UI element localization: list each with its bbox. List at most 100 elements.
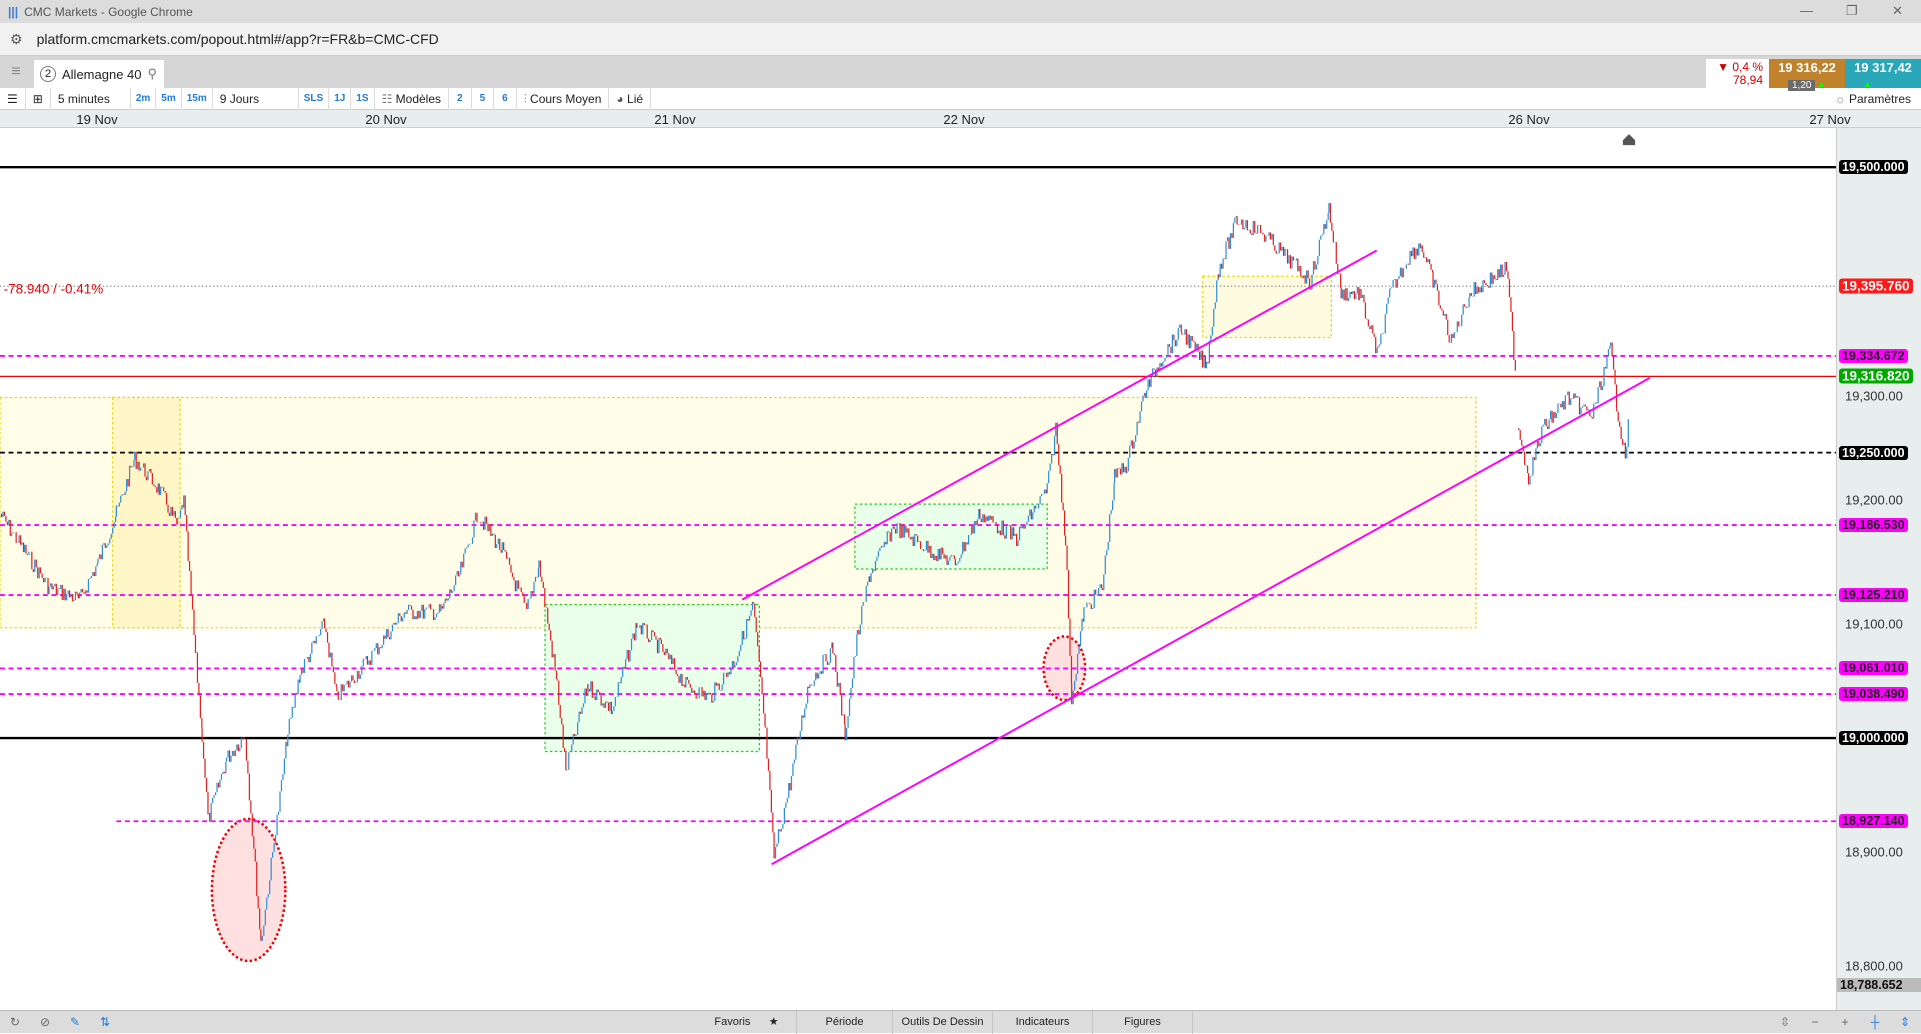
search-icon[interactable]: ⚲ — [147, 66, 158, 81]
range-1s[interactable]: 1S — [351, 87, 375, 110]
refresh-icon[interactable]: ↻ — [9, 1015, 21, 1029]
tab-indicateurs[interactable]: Indicateurs — [993, 1011, 1093, 1034]
sliders-icon: ☷ — [381, 91, 396, 106]
change-pct: 0,4 % — [1732, 60, 1763, 74]
models-button[interactable]: ☷ Modèles — [375, 87, 450, 110]
down-arrow-icon: ▼ — [1717, 60, 1729, 74]
date-label: 27 Nov — [1809, 112, 1851, 127]
date-label: 21 Nov — [654, 112, 696, 127]
bottom-toolbar: ↻ ⊘ ✎ ⇅ Favoris ★ Période Outils De Dess… — [0, 1010, 1921, 1034]
price-level-label: 19,186.530 — [1839, 518, 1908, 533]
gear-icon: ☼ — [1834, 92, 1849, 106]
up-arrow-icon: ▲ — [1817, 79, 1826, 89]
arrows-icon[interactable]: ⇅ — [99, 1015, 111, 1029]
address-bar[interactable]: ⚙ platform.cmcmarkets.com/popout.html#/a… — [0, 23, 1921, 56]
instrument-tab-row: ≡ 2 Allemagne 40 ⚲ ▼ 0,4 % 78,94 19 316,… — [0, 56, 1921, 89]
star-icon: ★ — [768, 1016, 779, 1028]
settings-label: Paramètres — [1848, 92, 1911, 106]
price-level-label: 19,000.000 — [1839, 731, 1908, 746]
interval-15m[interactable]: 15m — [182, 87, 213, 110]
price-level-label: 19,061.010 — [1839, 661, 1908, 676]
buy-button[interactable]: 19 317,42 ▲ — [1845, 59, 1921, 89]
linked-label: Lié — [627, 91, 644, 106]
quote-panel: ▼ 0,4 % 78,94 19 316,22 ▲ 19 317,42 ▲ — [1706, 59, 1921, 89]
url-text[interactable]: platform.cmcmarkets.com/popout.html#/app… — [36, 31, 439, 47]
zoom-out-icon[interactable]: − — [1811, 1015, 1819, 1029]
expand-icon[interactable]: ⇕ — [1899, 1015, 1911, 1029]
up-arrow-icon: ▲ — [1863, 79, 1872, 89]
spread-badge: 1,20 — [1788, 80, 1816, 91]
change-abs: 78,94 — [1732, 73, 1763, 87]
linked-button[interactable]: ◕ Lié — [609, 87, 652, 110]
price-level-label: 19,125.210 — [1839, 588, 1908, 603]
instrument-number: 2 — [40, 66, 56, 82]
date-axis: 19 Nov 20 Nov 21 Nov 22 Nov 26 Nov 27 No… — [0, 110, 1921, 128]
price-tick: 19,200.00 — [1845, 492, 1903, 508]
cmc-logo-icon: ||| — [8, 4, 19, 19]
price-axis[interactable]: 19,500.000 19,395.760 19,334.672 19,316.820… — [1836, 128, 1921, 1010]
trendline — [771, 377, 1651, 866]
cancel-icon[interactable]: ⊘ — [39, 1015, 51, 1029]
interval-5m[interactable]: 5m — [156, 87, 182, 110]
range-1j[interactable]: 1J — [329, 87, 352, 110]
tab-label: Favoris — [714, 1016, 751, 1028]
model-6[interactable]: 6 — [494, 87, 517, 110]
price-level-label: 19,316.820 — [1839, 368, 1913, 384]
price-level-label: 18,927.140 — [1839, 814, 1908, 829]
chart-toolbar: ☰ ⊞ 5 minutes 2m 5m 15m 9 Jours SLS 1J 1… — [0, 87, 1921, 110]
date-label: 19 Nov — [76, 112, 118, 127]
ask-price: 19 317,42 — [1854, 60, 1912, 75]
zoom-in-icon[interactable]: + — [1841, 1015, 1849, 1029]
link-icon: ◕ — [616, 91, 628, 106]
zone-box — [112, 396, 181, 629]
model-5[interactable]: 5 — [472, 87, 495, 110]
site-info-icon[interactable]: ⚙ — [10, 30, 23, 47]
browser-title-bar: ||| CMC Markets - Google Chrome — ❐ ✕ — [0, 0, 1921, 23]
price-tick: 18,800.00 — [1845, 958, 1903, 974]
price-type-button[interactable]: ⫶ Cours Moyen — [517, 87, 610, 110]
price-tick: 19,100.00 — [1845, 616, 1903, 632]
price-level-label: 19,334.672 — [1839, 348, 1908, 363]
price-level-label: 19,395.760 — [1839, 278, 1913, 294]
tab-favoris[interactable]: Favoris ★ — [697, 1011, 797, 1034]
menu-icon[interactable]: ≡ — [11, 63, 21, 80]
bid-price: 19 316,22 — [1778, 60, 1836, 75]
interval-2m[interactable]: 2m — [131, 87, 157, 110]
price-level-label: 19,500.000 — [1839, 160, 1908, 175]
change-annotation: -78.940 / -0.41% — [4, 281, 104, 296]
home-marker-icon[interactable] — [1622, 134, 1636, 146]
models-label: Modèles — [395, 91, 442, 106]
low-price-label: 18,788.652 — [1837, 978, 1921, 993]
price-tick: 19,300.00 — [1845, 388, 1903, 404]
range-sls[interactable]: SLS — [299, 87, 330, 110]
date-label: 26 Nov — [1508, 112, 1550, 127]
zone-box — [0, 396, 1477, 629]
interval-select[interactable]: 5 minutes — [51, 87, 131, 110]
highlight-ellipse — [210, 817, 287, 963]
tab-periode[interactable]: Période — [797, 1011, 893, 1034]
instrument-tab[interactable]: 2 Allemagne 40 ⚲ — [34, 60, 164, 88]
settings-button[interactable]: ☼ Paramètres — [1835, 88, 1911, 110]
layout-icon[interactable]: ⊞ — [26, 87, 51, 110]
tab-outils-de-dessin[interactable]: Outils De Dessin — [893, 1011, 993, 1034]
candles-icon: ⫶ — [523, 91, 531, 106]
range-select[interactable]: 9 Jours — [213, 87, 299, 110]
date-label: 20 Nov — [365, 112, 407, 127]
date-label: 22 Nov — [943, 112, 985, 127]
close-button[interactable]: ✕ — [1892, 3, 1903, 18]
price-level-label: 19,250.000 — [1839, 445, 1908, 460]
trendline — [741, 249, 1378, 601]
minimize-button[interactable]: — — [1800, 3, 1813, 18]
window-title: CMC Markets - Google Chrome — [24, 4, 193, 19]
price-chart[interactable]: -78.940 / -0.41% — [0, 128, 1836, 1010]
restore-button[interactable]: ❐ — [1846, 3, 1858, 18]
model-2[interactable]: 2 — [449, 87, 472, 110]
tab-figures[interactable]: Figures — [1093, 1011, 1193, 1034]
price-type-label: Cours Moyen — [530, 91, 602, 106]
list-icon[interactable]: ☰ — [0, 87, 26, 110]
zone-box — [854, 503, 1048, 570]
pencil-icon[interactable]: ✎ — [69, 1015, 81, 1029]
fit-icon[interactable]: ⇳ — [1779, 1015, 1791, 1029]
instrument-name: Allemagne 40 — [62, 66, 142, 82]
crosshair-icon[interactable]: ┼ — [1870, 1015, 1880, 1029]
